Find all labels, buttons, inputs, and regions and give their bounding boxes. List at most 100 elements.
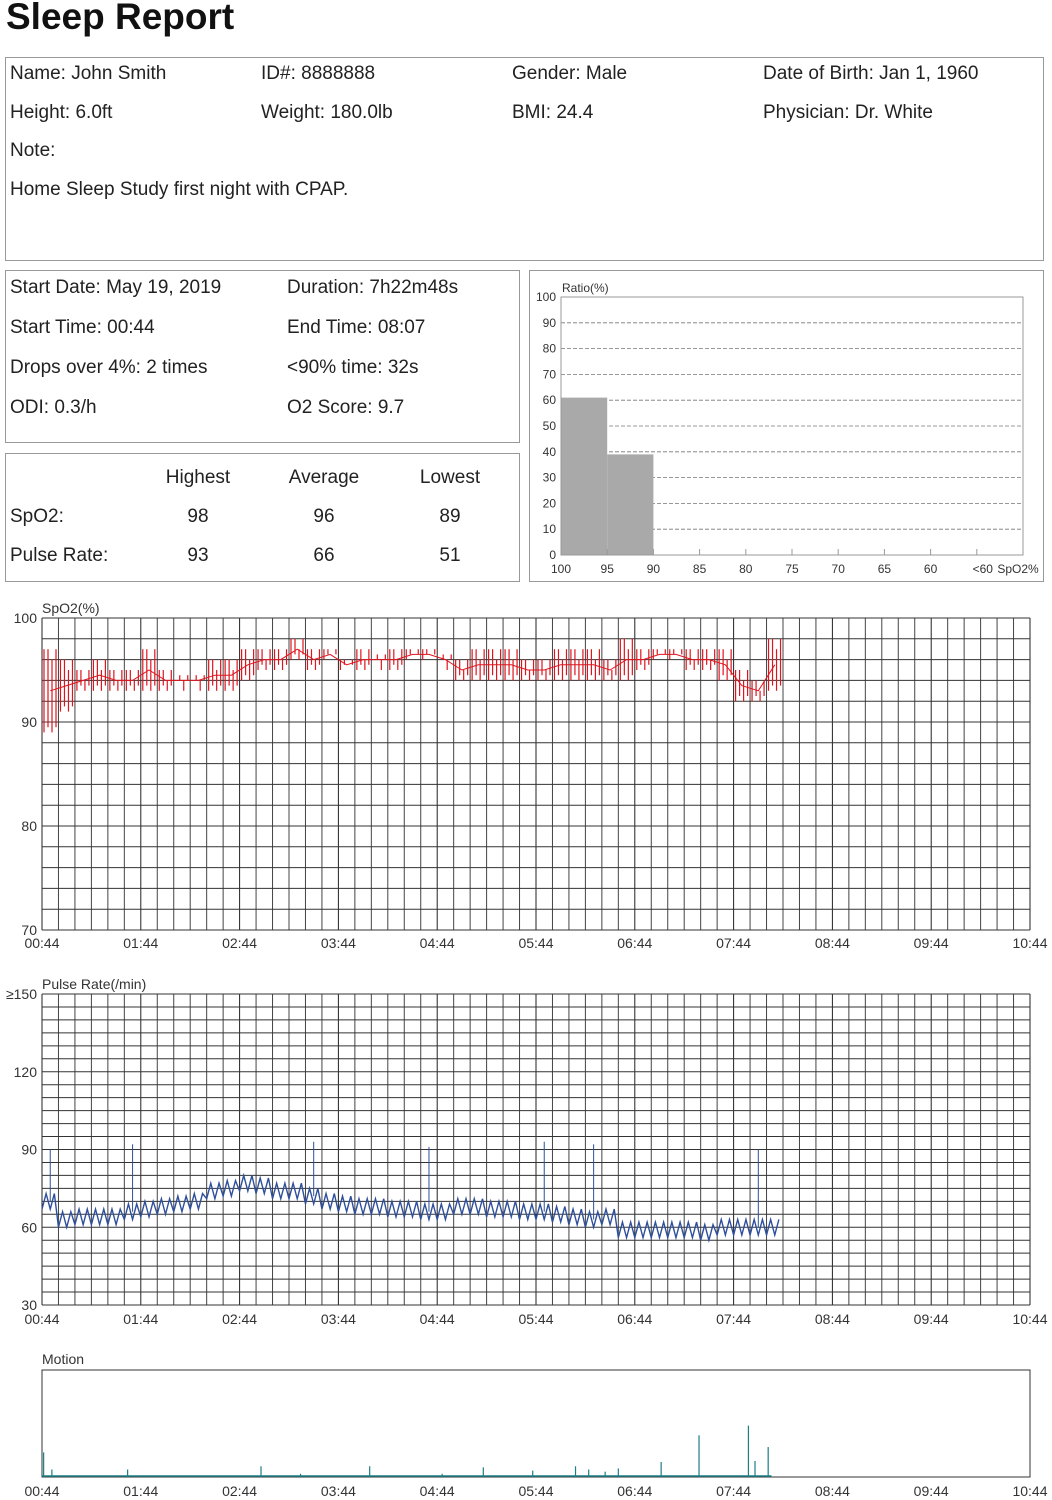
y-tick-label: 60 (21, 1219, 37, 1235)
x-tick-label: 03:44 (321, 935, 356, 951)
x-tick-label: <60 (973, 562, 994, 576)
y-tick-label: 70 (543, 367, 557, 381)
start-date: Start Date: May 19, 2019 (10, 277, 222, 298)
stats-row-label: SpO2: (10, 506, 64, 527)
pulse-average: 66 (313, 545, 335, 566)
x-tick-label: 04:44 (420, 935, 455, 951)
x-tick-label: 05:44 (518, 1311, 553, 1327)
y-tick-label: 30 (543, 471, 557, 485)
x-tick-label: 100 (551, 562, 571, 576)
x-tick-label: 05:44 (518, 1483, 553, 1499)
x-tick-label: 06:44 (617, 1311, 652, 1327)
patient-height: Height: 6.0ft (10, 102, 113, 123)
y-tick-label: 10 (543, 522, 557, 536)
x-tick-label: 00:44 (24, 1311, 59, 1327)
y-tick-label: 90 (543, 316, 557, 330)
x-tick-label: 09:44 (914, 935, 949, 951)
y-tick-label: 80 (543, 342, 557, 356)
x-tick-label: 65 (878, 562, 892, 576)
patient-id: ID#: 8888888 (261, 63, 376, 84)
x-tick-label: 75 (785, 562, 799, 576)
x-tick-label: 09:44 (914, 1483, 949, 1499)
x-tick-label: 07:44 (716, 935, 751, 951)
y-tick-label: 20 (543, 496, 557, 510)
patient-dob: Date of Birth: Jan 1, 1960 (763, 63, 979, 84)
duration: Duration: 7h22m48s (287, 277, 459, 298)
y-tick-label: 80 (21, 818, 37, 834)
x-tick-label: 02:44 (222, 1311, 257, 1327)
y-tick-label: 100 (536, 290, 556, 304)
x-tick-label: 04:44 (420, 1483, 455, 1499)
y-tick-label: 100 (14, 610, 38, 626)
stats-header-highest: Highest (165, 467, 231, 488)
x-tick-label: 10:44 (1012, 1311, 1047, 1327)
x-tick-label: 10:44 (1012, 935, 1047, 951)
spo2-highest: 98 (187, 506, 209, 527)
x-tick-label: 02:44 (222, 935, 257, 951)
x-tick-label: 80 (739, 562, 753, 576)
pulse-series-line (41, 1172, 780, 1243)
y-tick-label: 90 (21, 714, 37, 730)
x-tick-label: 06:44 (617, 1483, 652, 1499)
pulse-highest: 93 (187, 545, 209, 566)
x-tick-label: 08:44 (815, 935, 850, 951)
x-tick-label: 00:44 (24, 1483, 59, 1499)
y-axis-label: Ratio(%) (562, 281, 609, 295)
stats-row-label: Pulse Rate: (10, 545, 109, 566)
y-tick-label: 30 (21, 1297, 37, 1313)
x-tick-label: 95 (601, 562, 615, 576)
x-axis-label: SpO2% (997, 562, 1039, 576)
patient-name: Name: John Smith (10, 63, 167, 84)
start-time: Start Time: 00:44 (10, 317, 155, 338)
pulse-lowest: 51 (439, 545, 461, 566)
x-tick-label: 09:44 (914, 1311, 949, 1327)
x-tick-label: 03:44 (321, 1311, 356, 1327)
spo2-lowest: 89 (439, 506, 461, 527)
end-time: End Time: 08:07 (287, 317, 426, 338)
histogram-bar (561, 397, 608, 555)
x-tick-label: 08:44 (815, 1483, 850, 1499)
x-tick-label: 85 (693, 562, 707, 576)
y-axis-label: Pulse Rate(/min) (42, 976, 146, 992)
x-tick-label: 70 (832, 562, 846, 576)
x-tick-label: 01:44 (123, 1311, 158, 1327)
x-tick-label: 01:44 (123, 1483, 158, 1499)
odi: ODI: 0.3/h (10, 397, 97, 418)
drops-count: Drops over 4%: 2 times (10, 357, 208, 378)
y-tick-label: 60 (543, 393, 557, 407)
summary-box (5, 270, 520, 443)
x-tick-label: 07:44 (716, 1311, 751, 1327)
y-tick-label: 90 (21, 1142, 37, 1158)
page-title: Sleep Report (6, 0, 235, 37)
note-label: Note: (10, 140, 56, 161)
stats-header-lowest: Lowest (419, 467, 481, 488)
o2-score: O2 Score: 9.7 (287, 397, 405, 418)
x-tick-label: 04:44 (420, 1311, 455, 1327)
histogram-bar (607, 454, 654, 555)
x-tick-label: 10:44 (1012, 1483, 1047, 1499)
spo2-average: 96 (313, 506, 335, 527)
patient-bmi: BMI: 24.4 (512, 102, 594, 123)
y-tick-label: 0 (549, 548, 556, 562)
x-tick-label: 05:44 (518, 935, 553, 951)
below-90-time: <90% time: 32s (287, 357, 419, 378)
x-tick-label: 06:44 (617, 935, 652, 951)
x-tick-label: 00:44 (24, 935, 59, 951)
x-tick-label: 90 (647, 562, 661, 576)
y-tick-label: 40 (543, 445, 557, 459)
y-axis-label: SpO2(%) (42, 600, 100, 616)
patient-gender: Gender: Male (512, 63, 628, 84)
note-text: Home Sleep Study first night with CPAP. (10, 179, 349, 200)
stats-header-average: Average (288, 467, 360, 488)
y-tick-label: ≥150 (6, 986, 37, 1002)
stats-box (5, 453, 520, 582)
y-tick-label: 120 (14, 1064, 38, 1080)
x-tick-label: 08:44 (815, 1311, 850, 1327)
y-tick-label: 50 (543, 419, 557, 433)
y-tick-label: 70 (21, 922, 37, 938)
spo2-series-line (50, 648, 776, 692)
x-tick-label: 03:44 (321, 1483, 356, 1499)
y-axis-label: Motion (42, 1351, 84, 1367)
motion-frame (41, 1369, 1031, 1478)
